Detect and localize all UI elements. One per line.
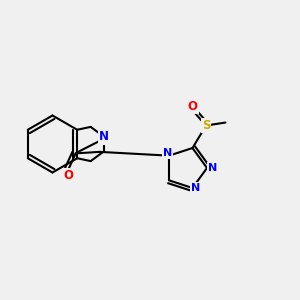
Text: O: O xyxy=(63,169,73,182)
Text: N: N xyxy=(163,148,172,158)
Text: N: N xyxy=(99,130,109,143)
Text: S: S xyxy=(202,119,210,132)
Text: N: N xyxy=(191,183,201,193)
Text: N: N xyxy=(208,163,217,173)
Text: O: O xyxy=(188,100,197,113)
